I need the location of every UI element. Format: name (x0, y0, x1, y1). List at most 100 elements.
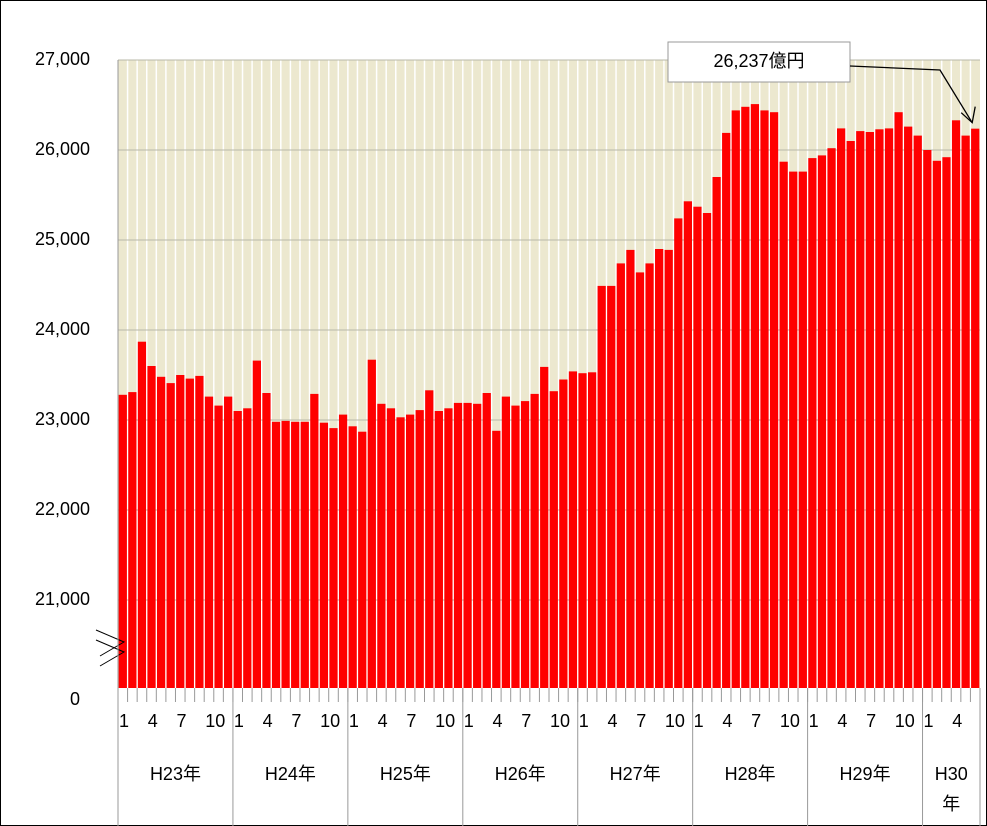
group-label: H25年 (380, 764, 431, 784)
group-label: H26年 (495, 764, 546, 784)
bar (559, 379, 568, 688)
group-label: H30 年 (935, 764, 968, 814)
group-label: H24年 (265, 764, 316, 784)
y-tick-label: 0 (70, 689, 80, 709)
bar (492, 430, 501, 688)
bar (942, 157, 951, 688)
x-tick-label: 7 (291, 711, 301, 731)
axis-break (95, 624, 126, 667)
x-tick-label: 10 (205, 711, 225, 731)
bar (281, 420, 290, 688)
bar (760, 110, 769, 688)
x-tick-label: 1 (349, 711, 359, 731)
bar (951, 120, 961, 689)
bar (913, 135, 922, 689)
bar (693, 206, 702, 688)
bar (185, 378, 194, 688)
bar (626, 249, 635, 688)
x-tick-label: 4 (148, 711, 158, 731)
y-tick-label: 26,000 (35, 139, 90, 159)
x-tick-label: 7 (636, 711, 646, 731)
y-tick-label: 22,000 (35, 499, 90, 519)
x-tick-label: 4 (607, 711, 617, 731)
bar (540, 366, 549, 688)
x-tick-label: 4 (263, 711, 273, 731)
bar (415, 410, 424, 688)
bar (578, 373, 587, 688)
x-tick-label: 1 (579, 711, 589, 731)
bar (587, 372, 597, 688)
bar (204, 396, 214, 688)
bar (386, 408, 396, 688)
x-tick-label: 1 (464, 711, 474, 731)
bar (827, 148, 836, 688)
bar (147, 366, 156, 688)
bar (252, 360, 261, 688)
annotation-arrow (849, 65, 973, 124)
bar (904, 126, 913, 689)
bar (664, 249, 673, 688)
y-tick-label: 25,000 (35, 229, 90, 249)
bar (607, 285, 616, 688)
bar (817, 155, 827, 688)
bar (367, 359, 376, 688)
bar (865, 132, 874, 688)
bar (195, 375, 204, 688)
bar (300, 421, 309, 688)
y-tick-label: 27,000 (35, 49, 90, 69)
x-tick-label: 7 (406, 711, 416, 731)
bar (674, 218, 683, 688)
x-tick-label: 10 (895, 711, 915, 731)
bar (597, 285, 606, 688)
bar (932, 160, 942, 689)
annotation-arrowhead (960, 106, 976, 124)
bar (808, 158, 817, 689)
x-tick-label: 1 (809, 711, 819, 731)
bar (520, 401, 530, 688)
x-tick-label: 10 (550, 711, 570, 731)
bar (789, 171, 798, 689)
bar (262, 393, 271, 688)
group-label: H23年 (150, 764, 201, 784)
bar (712, 177, 721, 688)
x-tick-label: 1 (694, 711, 704, 731)
bar (549, 391, 558, 688)
bar (243, 408, 252, 688)
bar (530, 393, 539, 688)
bar (406, 414, 415, 688)
bar (482, 393, 491, 688)
x-tick-label: 4 (952, 711, 962, 731)
bar (616, 263, 625, 688)
y-tick-label: 21,000 (35, 589, 90, 609)
x-tick-label: 4 (378, 711, 388, 731)
x-tick-label: 1 (924, 711, 934, 731)
y-tick-label: 24,000 (35, 319, 90, 339)
x-tick-label: 7 (521, 711, 531, 731)
bar (894, 112, 903, 688)
bar (875, 129, 884, 689)
bar (224, 396, 233, 688)
bar (434, 411, 443, 688)
bar (425, 390, 434, 688)
bar (329, 428, 338, 688)
annotation-box (667, 41, 851, 83)
bar (923, 150, 932, 688)
bar (453, 402, 463, 688)
bar (655, 249, 664, 688)
bar (137, 341, 147, 688)
bar (501, 396, 511, 688)
bar (750, 104, 760, 689)
bar (645, 263, 654, 688)
bar (233, 411, 242, 688)
group-label: H27年 (610, 764, 661, 784)
bar (214, 405, 223, 688)
bar (156, 376, 166, 688)
x-tick-label: 4 (722, 711, 732, 731)
y-tick-label: 23,000 (35, 409, 90, 429)
bar (377, 403, 386, 688)
bar (702, 213, 712, 688)
bar (319, 422, 329, 688)
x-tick-label: 7 (176, 711, 186, 731)
x-tick-label: 4 (837, 711, 847, 731)
